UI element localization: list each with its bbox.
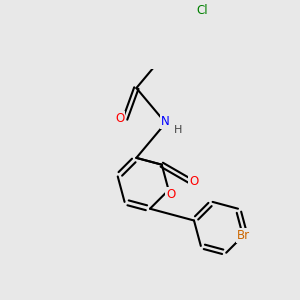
Text: Cl: Cl: [196, 4, 208, 16]
Text: O: O: [166, 188, 176, 201]
Text: N: N: [161, 115, 170, 128]
Text: O: O: [115, 112, 124, 125]
Text: H: H: [174, 125, 183, 135]
Text: O: O: [189, 175, 198, 188]
Text: Br: Br: [237, 230, 250, 242]
